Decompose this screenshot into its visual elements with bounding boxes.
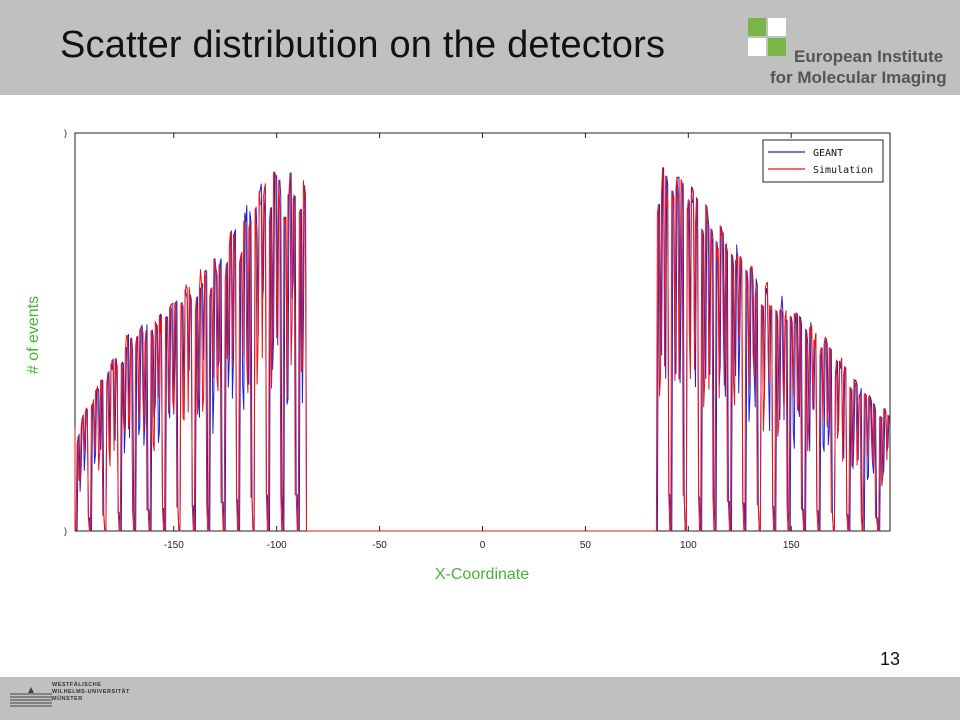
scatter-chart: -150 -100 -50 0 50 100 150)) GEANT Simulation [64,128,891,551]
university-line-1: Westfälische [52,682,102,688]
x-tick-label: 50 [580,540,592,551]
ticks-layer: -150 -100 -50 0 50 100 150)) [64,128,800,551]
university-line-2: Wilhelms-Universität [52,689,130,695]
y-tick-label: ) [64,526,67,536]
legend-box [762,139,884,183]
page-number: 13 [880,649,901,669]
legend-label-simulation: Simulation [813,165,873,176]
x-tick-label: -150 [164,540,184,551]
university-logo-icon [10,687,52,707]
logo-square-1 [748,18,766,36]
x-tick-label: 0 [480,540,486,551]
university-name: Westfälische Wilhelms-Universität Münste… [52,682,130,703]
logo-text: European Institute for Molecular Imaging [770,46,947,88]
university-line-3: Münster [52,696,83,702]
legend: GEANT Simulation [762,139,884,183]
x-tick-label: 100 [680,540,697,551]
logo-square-4 [768,38,786,56]
legend-label-geant: GEANT [813,148,843,159]
slide-footer: Westfälische Wilhelms-Universität Münste… [0,677,960,720]
x-tick-label: -100 [267,540,287,551]
slide-header: Scatter distribution on the detectors Eu… [0,0,960,95]
y-axis-label: # of events [25,295,42,375]
logo-square-3 [748,38,766,56]
x-tick-label: 150 [783,540,800,551]
y-tick-label: ) [64,128,67,138]
eimi-logo: European Institute for Molecular Imaging [748,18,948,88]
x-tick-label: -50 [372,540,387,551]
slide-title: Scatter distribution on the detectors [60,24,666,66]
logo-line-1: European Institute [794,47,944,66]
logo-line-2: for Molecular Imaging [770,68,947,87]
x-axis-label: X-Coordinate [434,566,530,583]
logo-square-2 [768,18,786,36]
